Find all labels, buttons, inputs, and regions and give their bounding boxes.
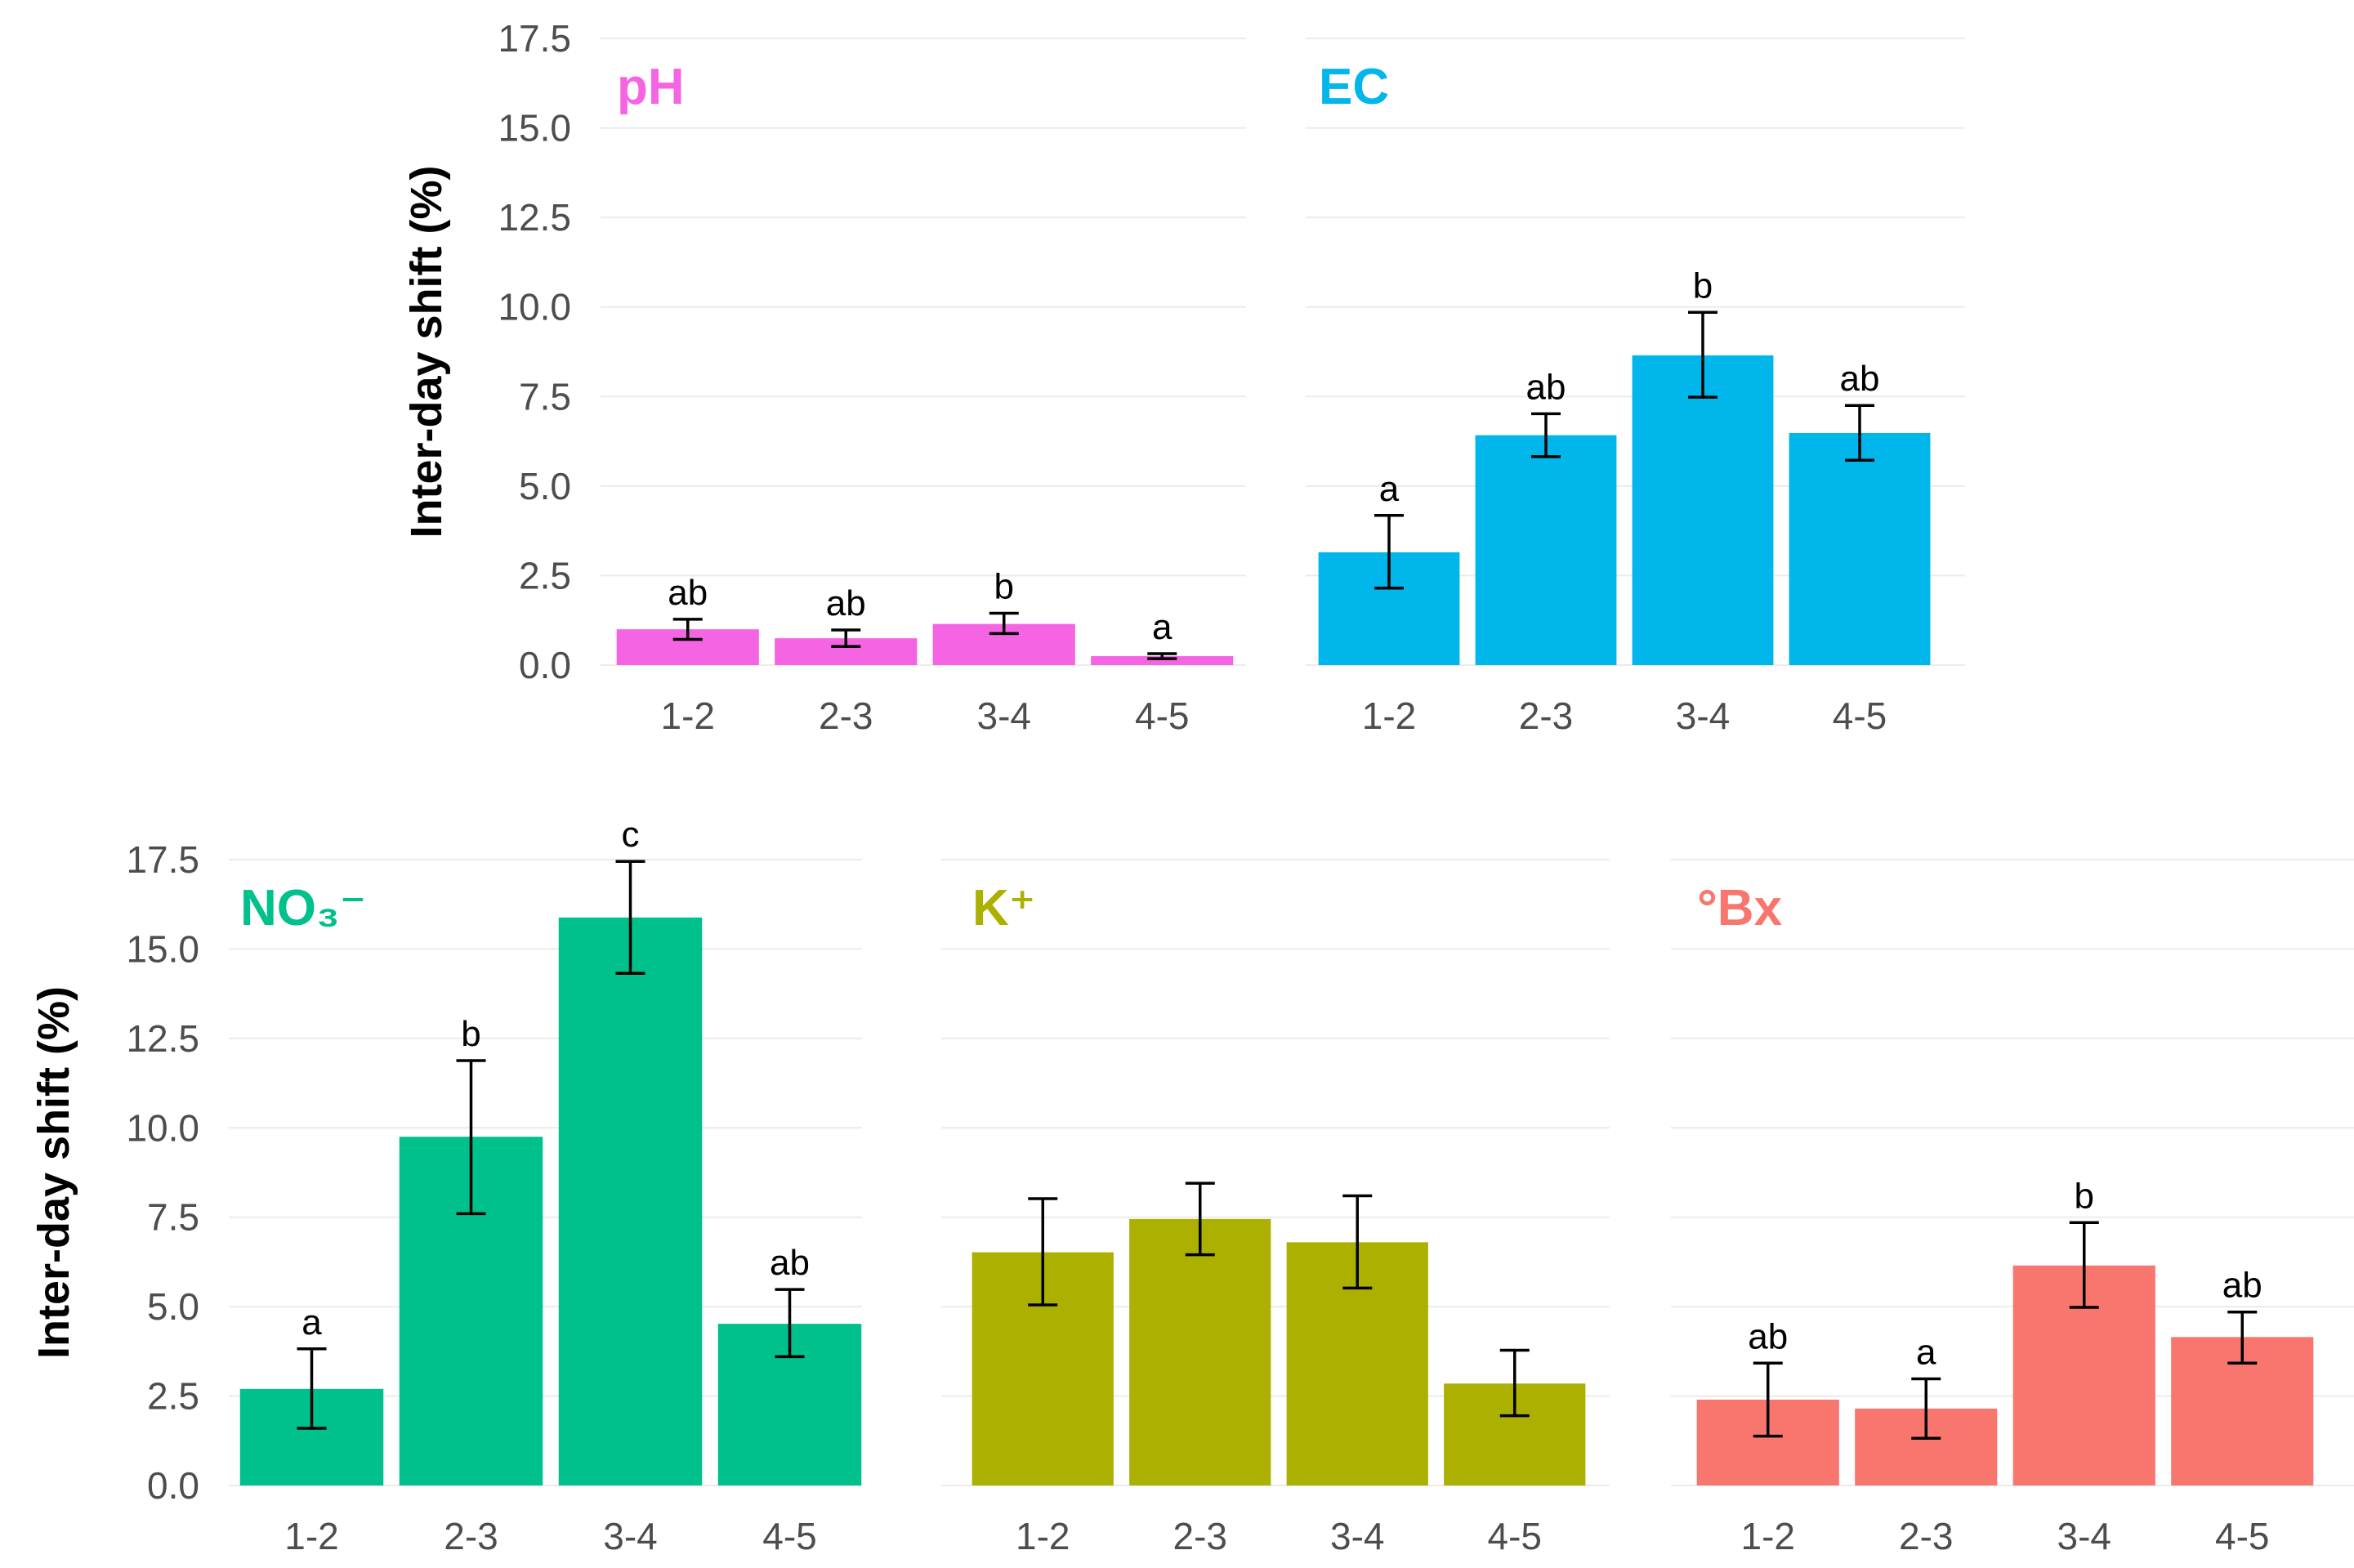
x-tick-label: 4-5 xyxy=(1833,695,1887,737)
error-bar xyxy=(1028,1197,1058,1307)
y-tick-label: 12.5 xyxy=(126,1017,199,1060)
error-bar xyxy=(456,1059,486,1216)
y-tick-label: 5.0 xyxy=(519,465,571,507)
significance-label: b xyxy=(1693,266,1713,306)
x-tick-label: 3-4 xyxy=(1330,1515,1384,1557)
y-tick-label: 10.0 xyxy=(126,1106,199,1149)
panel-0: 0.0 2.5 5.0 7.5 10.0 12.5 15.0 17.5 Inter-day sh… xyxy=(402,17,1246,737)
significance-label: c xyxy=(622,815,640,855)
panel-title: pH xyxy=(617,59,685,115)
error-bar xyxy=(2069,1221,2099,1309)
x-tick-label: 4-5 xyxy=(2215,1515,2269,1557)
gridlines xyxy=(601,38,1246,666)
significance-label: ab xyxy=(1748,1316,1788,1356)
error-bar xyxy=(1688,310,1717,399)
error-bar xyxy=(1911,1377,1941,1440)
error-bar xyxy=(1147,652,1177,660)
x-tick-label: 1-2 xyxy=(1741,1515,1795,1557)
significance-label: a xyxy=(1916,1333,1936,1373)
error-bar xyxy=(1374,514,1404,590)
x-tick-label: 3-4 xyxy=(603,1515,657,1557)
x-tick-label: 3-4 xyxy=(1676,695,1730,737)
x-tick-label: 2-3 xyxy=(444,1515,498,1557)
panel-title: °Bx xyxy=(1697,880,1783,936)
error-bar xyxy=(2227,1310,2258,1365)
y-tick-label: 10.0 xyxy=(498,286,571,328)
x-tick-label: 3-4 xyxy=(977,695,1031,737)
y-tick-label: 17.5 xyxy=(126,838,199,881)
y-tick-label: 2.5 xyxy=(147,1375,199,1418)
significance-label: ab xyxy=(826,583,866,623)
x-tick-label: 4-5 xyxy=(1135,695,1189,737)
significance-label: ab xyxy=(2222,1266,2262,1306)
significance-label: b xyxy=(2075,1176,2094,1216)
error-bar xyxy=(1531,412,1561,458)
y-axis-title: Inter-day shift (%) xyxy=(402,165,451,538)
y-tick-label: 7.5 xyxy=(519,375,571,418)
error-bar xyxy=(1342,1194,1373,1290)
error-bar xyxy=(297,1347,327,1430)
x-tick-label: 2-3 xyxy=(819,695,873,737)
bar[interactable] xyxy=(1632,355,1774,665)
bar[interactable] xyxy=(558,917,703,1485)
error-bar xyxy=(672,618,703,641)
error-bar xyxy=(1499,1348,1530,1418)
error-bar xyxy=(1185,1182,1215,1257)
x-tick-label: 2-3 xyxy=(1519,695,1573,737)
error-bar xyxy=(1753,1361,1783,1438)
x-tick-label: 1-2 xyxy=(1362,695,1416,737)
panel-title: K⁺ xyxy=(972,880,1036,936)
x-tick-label: 1-2 xyxy=(284,1515,338,1557)
error-bar xyxy=(831,628,861,648)
x-tick-label: 2-3 xyxy=(1173,1515,1227,1557)
panel-title: EC xyxy=(1319,59,1389,115)
panel-2: 0.0 2.5 5.0 7.5 10.0 12.5 15.0 17.5 Inter-day sh… xyxy=(29,815,862,1557)
significance-label: a xyxy=(302,1302,322,1342)
error-bar xyxy=(1845,404,1874,462)
x-tick-label: 3-4 xyxy=(2057,1515,2111,1557)
panel-title: NO₃⁻ xyxy=(240,880,366,936)
significance-label: a xyxy=(1152,607,1173,647)
panel-4: ab 1-2 a 2-3 b 3-4 ab 4-5 °Bx xyxy=(1671,859,2354,1557)
significance-label: ab xyxy=(668,573,708,613)
significance-label: a xyxy=(1379,469,1400,509)
y-tick-label: 12.5 xyxy=(498,196,571,239)
y-tick-label: 2.5 xyxy=(519,554,571,596)
significance-label: ab xyxy=(1840,359,1880,399)
significance-label: ab xyxy=(770,1243,810,1283)
x-tick-label: 2-3 xyxy=(1899,1515,1953,1557)
bar[interactable] xyxy=(1475,435,1617,665)
significance-label: b xyxy=(461,1014,480,1054)
bar[interactable] xyxy=(1129,1218,1271,1485)
error-bar xyxy=(989,611,1019,636)
bar[interactable] xyxy=(1789,432,1931,665)
significance-label: ab xyxy=(1526,367,1566,407)
significance-label: b xyxy=(994,566,1014,606)
error-bar xyxy=(775,1288,805,1359)
x-tick-label: 1-2 xyxy=(1016,1515,1070,1557)
y-tick-label: 7.5 xyxy=(147,1196,199,1239)
error-bar xyxy=(615,860,645,975)
bar[interactable] xyxy=(1091,656,1234,665)
y-tick-label: 5.0 xyxy=(147,1285,199,1328)
x-tick-label: 4-5 xyxy=(1488,1515,1542,1557)
y-tick-label: 0.0 xyxy=(519,644,571,686)
y-tick-label: 15.0 xyxy=(498,107,571,150)
panel-3: 1-2 2-3 3-4 4-5 K⁺ xyxy=(941,859,1610,1557)
y-axis-title: Inter-day shift (%) xyxy=(29,986,78,1359)
y-tick-label: 15.0 xyxy=(126,927,199,970)
x-tick-label: 1-2 xyxy=(661,695,715,737)
y-tick-label: 17.5 xyxy=(498,17,571,60)
panel-1: a 1-2 ab 2-3 b 3-4 ab 4-5 EC xyxy=(1306,38,1965,737)
y-tick-label: 0.0 xyxy=(147,1464,199,1507)
x-tick-label: 4-5 xyxy=(762,1515,816,1557)
